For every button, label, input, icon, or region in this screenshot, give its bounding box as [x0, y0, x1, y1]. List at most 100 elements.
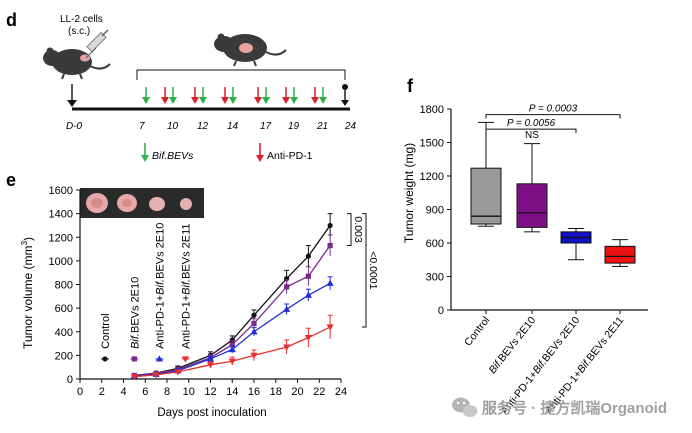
f-y-tick-label: 900 [426, 205, 444, 217]
pd1-arrow-head [191, 97, 199, 104]
e-legend-entry: Anti-PD-1+Bif.BEVs 2E11 [180, 223, 192, 363]
end-marker [341, 84, 349, 106]
e-data-point [327, 242, 333, 249]
f-category-label: Control [462, 314, 492, 348]
cell-label-line1: LL-2 cells [60, 14, 103, 25]
e-x-tick-label: 20 [291, 386, 303, 398]
e-data-point [305, 273, 311, 279]
e-x-tick-label: 22 [313, 386, 325, 398]
pd1-arrow [191, 87, 199, 104]
e-legend-label: Control [100, 313, 112, 348]
f-box-group [516, 143, 548, 233]
e-data-point [130, 374, 138, 381]
f-significance-pvalue: P = 0.0003 [529, 104, 578, 115]
e-y-tick-label: 400 [55, 327, 73, 339]
e-legend-marker [131, 356, 137, 362]
f-box-group [560, 227, 592, 261]
panel-d-schedule: d LL-2 cells (s.c.) [6, 10, 357, 162]
bevs-arrow [290, 87, 298, 104]
bevs-arrow [199, 87, 207, 104]
watermark-text: 服务号 · 捷方凯瑞Organoid [482, 399, 667, 417]
bevs-arrow-head [290, 97, 298, 104]
e-data-point [250, 352, 258, 359]
f-box-group [604, 239, 636, 267]
e-legend-entry: Bif.BEVs 2E10 [129, 277, 141, 362]
e-ylabel-main: Tumor volume (mm [21, 245, 35, 349]
e-x-tick-label: 24 [335, 386, 347, 398]
e-legend-entry: Anti-PD-1+Bif.BEVs 2E10 [154, 223, 166, 362]
e-x-tick-label: 8 [164, 386, 170, 398]
bevs-arrow-head [262, 97, 270, 104]
e-series-group [130, 314, 334, 381]
f-y-tick-label: 300 [426, 272, 444, 284]
e-significance-bracket [362, 213, 367, 328]
e-data-point [228, 345, 236, 353]
e-data-point [152, 372, 160, 379]
e-ylabel-end: ) [21, 237, 35, 241]
pd1-arrow-head [161, 97, 169, 104]
f-axes: 0 300 600 900 1200 1500 1800 [420, 104, 648, 317]
f-box [470, 167, 502, 225]
panel-label-d: d [6, 10, 17, 30]
e-data-point [304, 291, 312, 298]
f-box [516, 183, 548, 228]
e-significance-pvalue: <0.0001 [367, 251, 379, 289]
schedule-arrows [142, 87, 327, 104]
e-y-tick-label: 0 [67, 374, 73, 386]
pd1-arrow [311, 87, 319, 104]
bevs-arrow-head [199, 97, 207, 104]
e-data-point [229, 337, 235, 343]
f-y-tick-label: 1800 [420, 104, 444, 116]
legend-bevs-label: Bif.BEVs [152, 150, 194, 162]
e-x-tick-label: 6 [142, 386, 148, 398]
panel-e-growth: e Tumor volume (mm3) Days post inoculati… [6, 170, 379, 419]
schedule-day-label: 19 [288, 121, 300, 132]
start-arrow [67, 84, 77, 107]
syringe-icon [85, 29, 109, 59]
e-data-point [304, 335, 312, 342]
f-significance-pvalue: P = 0.0056 [507, 118, 556, 129]
panel-label-f: f [407, 76, 414, 96]
e-significance-pvalue: 0.003 [352, 216, 364, 242]
f-y-tick-label: 600 [426, 238, 444, 250]
e-series [130, 213, 334, 381]
f-significance-bracket [485, 114, 621, 119]
e-legend-label: Anti-PD-1+Bif.BEVs 2E11 [180, 223, 192, 348]
bevs-arrow [319, 87, 327, 104]
e-y-tick-label: 800 [55, 280, 73, 292]
e-data-point [283, 344, 291, 351]
e-x-tick-label: 14 [226, 386, 238, 398]
e-legend-label: Anti-PD-1+Bif.BEVs 2E10 [154, 223, 166, 349]
e-y-tick-label: 1600 [49, 185, 73, 197]
bevs-arrow [262, 87, 270, 104]
e-ylabel: Tumor volume (mm3) [20, 237, 35, 349]
e-x-tick-label: 0 [77, 386, 83, 398]
e-data-point [251, 320, 257, 327]
f-significance-bracket [485, 128, 577, 134]
f-ns-label: NS [525, 130, 539, 141]
e-annotations: 0.003<0.0001 [347, 213, 379, 328]
bevs-arrow-head [229, 97, 237, 104]
tumor-photo [80, 188, 204, 218]
e-data-point [229, 342, 235, 348]
e-ylabel-sup: 3 [20, 240, 29, 245]
e-data-point [250, 328, 258, 335]
bevs-arrow-head [142, 97, 150, 104]
pd1-arrow-head [254, 97, 262, 104]
schedule-day-label: 14 [227, 121, 239, 132]
wechat-icon [452, 397, 478, 417]
e-x-tick-label: 4 [120, 386, 126, 398]
legend-bevs: Bif.BEVs [141, 143, 194, 162]
bevs-arrow-head [169, 97, 177, 104]
e-legend-marker [102, 356, 108, 362]
pd1-arrow-head [221, 97, 229, 104]
schedule-day-label: 24 [344, 121, 357, 132]
e-data-point [206, 355, 215, 362]
e-legend-label: Bif.BEVs 2E10 [129, 277, 141, 349]
e-data-point [305, 253, 311, 259]
legend-pd1: Anti-PD-1 [256, 143, 313, 162]
e-data-point [326, 324, 334, 331]
e-x-tick-label: 10 [183, 386, 195, 398]
